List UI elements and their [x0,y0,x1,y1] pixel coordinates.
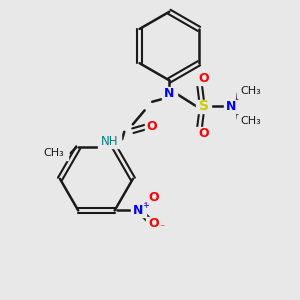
Text: CH₃: CH₃ [240,86,261,96]
Bar [146,217,161,230]
Text: CH₃: CH₃ [240,116,261,126]
Bar [162,87,177,100]
Text: N: N [226,100,237,112]
Bar [131,204,146,217]
Text: N: N [164,87,175,100]
Bar [146,191,161,204]
Bar [237,115,265,128]
Bar [237,85,265,98]
Text: O: O [148,191,158,204]
Text: CH₃: CH₃ [43,148,64,158]
Text: O: O [148,217,158,230]
Bar [196,100,211,112]
Bar [224,100,239,112]
Text: O: O [198,72,209,85]
Text: O: O [198,128,209,140]
Bar [145,120,160,133]
Bar [40,147,68,160]
Text: NH: NH [100,135,118,148]
Text: N: N [133,204,143,217]
Bar [98,135,121,148]
Text: S: S [199,99,208,113]
Text: +: + [142,201,149,210]
Bar [196,128,211,140]
Text: ⁻: ⁻ [159,224,164,234]
Text: O: O [147,120,158,133]
Bar [196,72,211,85]
